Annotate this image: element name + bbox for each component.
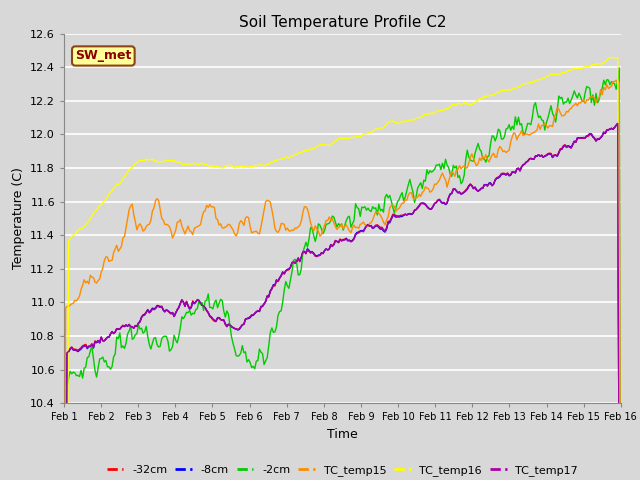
-32cm (244, 315, 252, 321)
-8cm (303, 246, 311, 252)
Line: -2cm: -2cm (64, 68, 621, 480)
Text: SW_met: SW_met (75, 49, 131, 62)
-32cm (614, 121, 621, 127)
Title: Soil Temperature Profile C2: Soil Temperature Profile C2 (239, 15, 446, 30)
-32cm (129, 324, 136, 330)
-8cm (586, 131, 594, 136)
-8cm (226, 322, 234, 328)
TC_temp17 (586, 131, 594, 136)
-8cm (244, 315, 252, 321)
-2cm (254, 358, 262, 363)
TC_temp15 (586, 95, 594, 100)
-8cm (614, 120, 621, 126)
X-axis label: Time: Time (327, 428, 358, 441)
-8cm (254, 308, 262, 314)
TC_temp17 (303, 246, 311, 252)
TC_temp15 (303, 206, 311, 212)
TC_temp16 (303, 147, 311, 153)
TC_temp16 (129, 165, 136, 170)
-32cm (586, 132, 594, 137)
TC_temp15 (226, 222, 234, 228)
Line: -8cm: -8cm (64, 123, 621, 480)
TC_temp16 (586, 63, 594, 69)
TC_temp15 (254, 230, 262, 236)
TC_temp17 (254, 308, 262, 313)
-32cm (254, 308, 262, 314)
-2cm (586, 85, 594, 91)
-32cm (226, 322, 234, 328)
TC_temp17 (129, 324, 136, 330)
TC_temp16 (254, 162, 262, 168)
Line: TC_temp17: TC_temp17 (64, 123, 621, 480)
TC_temp15 (612, 77, 620, 83)
Line: -32cm: -32cm (64, 124, 621, 480)
TC_temp15 (129, 201, 136, 207)
Y-axis label: Temperature (C): Temperature (C) (12, 168, 24, 269)
Legend: -32cm, -8cm, -2cm, TC_temp15, TC_temp16, TC_temp17: -32cm, -8cm, -2cm, TC_temp15, TC_temp16,… (102, 460, 582, 480)
TC_temp16 (609, 55, 617, 60)
-2cm (303, 244, 311, 250)
TC_temp17 (226, 322, 234, 328)
TC_temp17 (614, 120, 621, 126)
TC_temp17 (244, 315, 252, 321)
-8cm (129, 324, 136, 330)
-2cm (244, 357, 252, 362)
TC_temp15 (244, 215, 252, 221)
TC_temp16 (226, 162, 234, 168)
-32cm (303, 247, 311, 252)
Line: TC_temp15: TC_temp15 (64, 80, 621, 480)
TC_temp16 (244, 165, 252, 170)
-2cm (129, 336, 136, 342)
-2cm (616, 65, 623, 71)
-2cm (226, 323, 234, 328)
Line: TC_temp16: TC_temp16 (64, 58, 621, 480)
